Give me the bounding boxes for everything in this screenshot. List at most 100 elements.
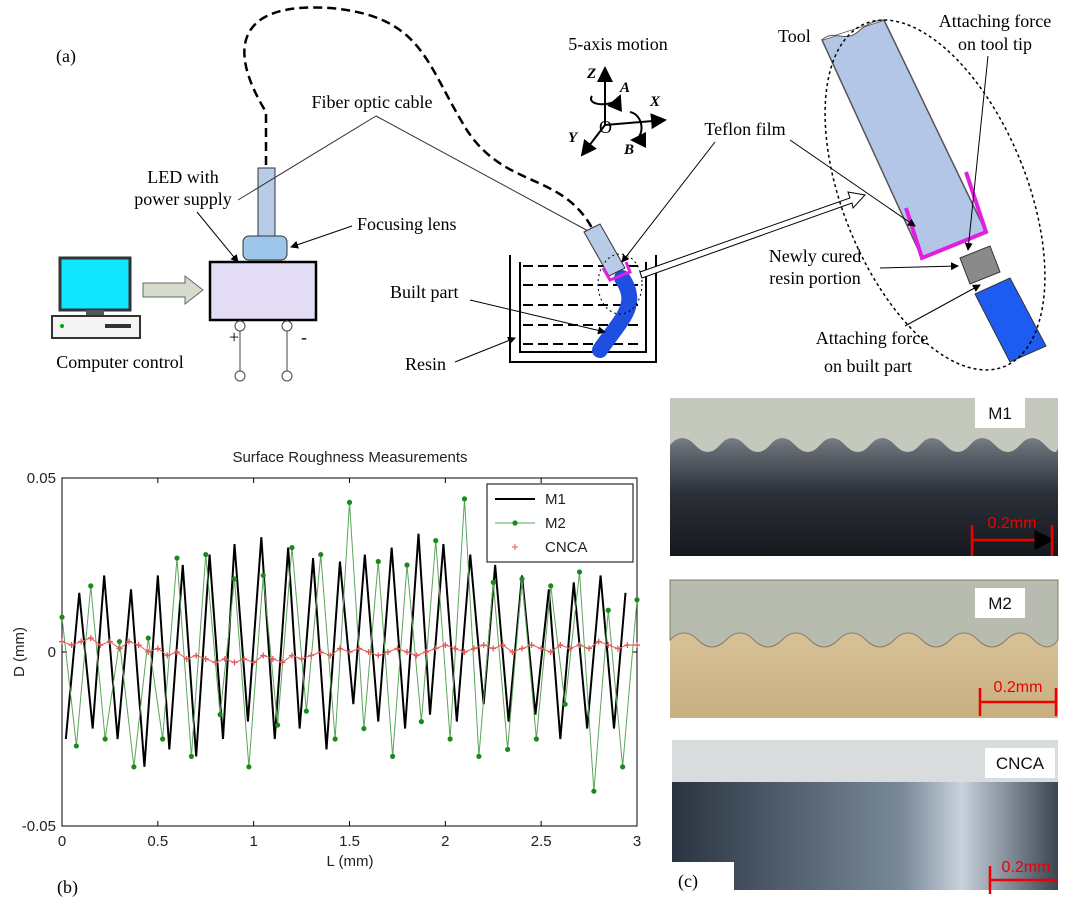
- legend-label: M1: [545, 491, 566, 508]
- y-tick-label: 0: [48, 644, 56, 661]
- point: [548, 583, 553, 588]
- page: {"diagram": {"panel_label": "(a)", "moti…: [0, 0, 1073, 906]
- terminal: [235, 371, 245, 381]
- pointer: [622, 142, 715, 262]
- point: [634, 597, 639, 602]
- y-axis-label: D (mm): [11, 627, 28, 677]
- part-force-label: on built part: [824, 356, 912, 376]
- legend-label: M2: [545, 515, 566, 532]
- fiber-label: Fiber optic cable: [312, 92, 433, 112]
- x-tick-label: 0.5: [147, 833, 168, 850]
- axis-o: O: [599, 117, 612, 137]
- point: [606, 608, 611, 613]
- point: [275, 722, 280, 727]
- cured-label: resin portion: [769, 268, 861, 288]
- point: [117, 639, 122, 644]
- panel-label: (b): [57, 877, 78, 898]
- point: [59, 615, 64, 620]
- led-label: power supply: [134, 189, 232, 209]
- drive: [105, 324, 131, 328]
- point: [519, 576, 524, 581]
- point: [534, 736, 539, 741]
- point: [462, 496, 467, 501]
- scale-label: 0.2mm: [988, 515, 1037, 532]
- point: [433, 538, 438, 543]
- point: [103, 736, 108, 741]
- point: [620, 764, 625, 769]
- point: [160, 736, 165, 741]
- panel-label: (a): [56, 46, 76, 67]
- y-tick-label: -0.05: [22, 818, 56, 835]
- fiber-cable: [244, 7, 592, 228]
- computer-label: Computer control: [56, 352, 183, 372]
- x-tick-label: 2.5: [531, 833, 552, 850]
- x-tick-label: 1: [249, 833, 257, 850]
- x-axis-label: L (mm): [327, 853, 374, 870]
- diagram: (a) Computer control + - LED with power …: [52, 0, 1073, 401]
- point: [361, 726, 366, 731]
- point: [218, 712, 223, 717]
- terminal: [282, 321, 292, 331]
- built-part: [600, 278, 629, 350]
- teflon-label: Teflon film: [704, 119, 785, 139]
- resin-label: Resin: [405, 354, 446, 374]
- signal-arrow: [143, 276, 203, 304]
- point: [318, 552, 323, 557]
- led-dot: [60, 324, 64, 328]
- led-label: LED with: [147, 167, 219, 187]
- point: [376, 559, 381, 564]
- point: [174, 555, 179, 560]
- built-label: Built part: [390, 282, 459, 302]
- point: [131, 764, 136, 769]
- scale-label: 0.2mm: [994, 679, 1043, 696]
- pointer: [197, 212, 238, 262]
- cured-label: Newly cured: [769, 246, 861, 266]
- photos: M1 M2 CNCA 0.2mm 0.2mm 0.2mm (c): [670, 398, 1058, 906]
- legend-label: CNCA: [545, 539, 588, 556]
- y-tick-label: 0.05: [27, 470, 56, 487]
- pointer: [905, 285, 980, 326]
- point: [476, 754, 481, 759]
- panel-label: (c): [678, 871, 698, 892]
- axis-b: B: [623, 142, 634, 158]
- x-tick-label: 1.5: [339, 833, 360, 850]
- x-tick-label: 0: [58, 833, 66, 850]
- point: [189, 754, 194, 759]
- pointer: [291, 226, 352, 247]
- point: [304, 709, 309, 714]
- point: [232, 576, 237, 581]
- focusing-lens: [243, 236, 287, 260]
- x-tick-label: 3: [633, 833, 641, 850]
- point: [591, 789, 596, 794]
- axis-y: Y: [568, 130, 579, 146]
- plus-label: +: [229, 327, 239, 347]
- monitor: [60, 258, 130, 310]
- point: [563, 702, 568, 707]
- point: [577, 569, 582, 574]
- point: [505, 747, 510, 752]
- tool-force-label: on tool tip: [958, 34, 1032, 54]
- point: [491, 580, 496, 585]
- photo-label: M2: [988, 594, 1012, 613]
- axis-x: X: [649, 94, 661, 110]
- point: [289, 545, 294, 550]
- point: [404, 562, 409, 567]
- point: [146, 635, 151, 640]
- pointer: [238, 116, 376, 200]
- tool: [822, 20, 986, 258]
- point: [419, 719, 424, 724]
- point: [448, 736, 453, 741]
- x-tick-label: 2: [441, 833, 449, 850]
- terminal: [282, 371, 292, 381]
- pointer: [880, 266, 958, 268]
- point: [390, 754, 395, 759]
- pointer: [455, 338, 515, 362]
- lens-label: Focusing lens: [357, 214, 457, 234]
- legend-marker: [512, 520, 517, 525]
- motion-label: 5-axis motion: [568, 34, 668, 54]
- tool-label: Tool: [778, 26, 811, 46]
- photo-label: M1: [988, 404, 1012, 423]
- point: [88, 583, 93, 588]
- part-force-label: Attaching force: [816, 328, 928, 348]
- figure: (a) Computer control + - LED with power …: [0, 0, 1073, 906]
